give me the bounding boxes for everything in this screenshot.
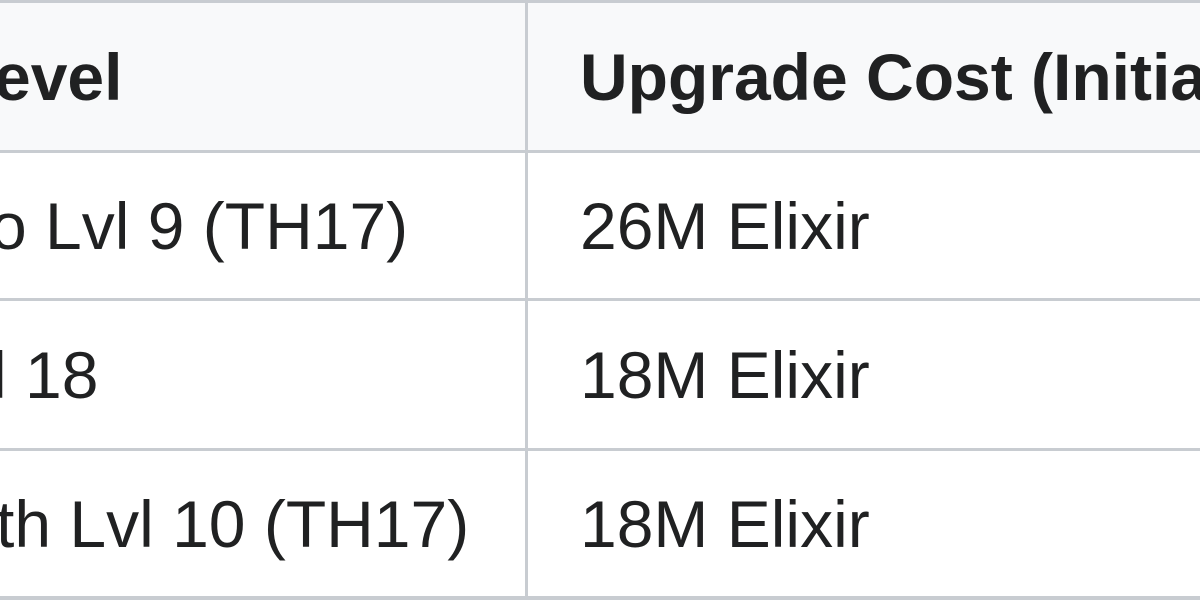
table-row: l 18 18M Elixir [0,298,1200,448]
cell-level: th Lvl 10 (TH17) [0,486,470,561]
table-header-row: evel Upgrade Cost (Initia [0,0,1200,150]
cell-cost: 26M Elixir [580,188,870,263]
header-upgrade-cost: Upgrade Cost (Initia [580,39,1200,114]
cell-level: l 18 [0,337,99,412]
table-row: th Lvl 10 (TH17) 18M Elixir [0,448,1200,600]
cell-cost: 18M Elixir [580,337,870,412]
cell-cost: 18M Elixir [580,486,870,561]
table-row: o Lvl 9 (TH17) 26M Elixir [0,150,1200,298]
cell-level: o Lvl 9 (TH17) [0,188,409,263]
column-divider [525,0,528,600]
header-level: evel [0,39,123,114]
